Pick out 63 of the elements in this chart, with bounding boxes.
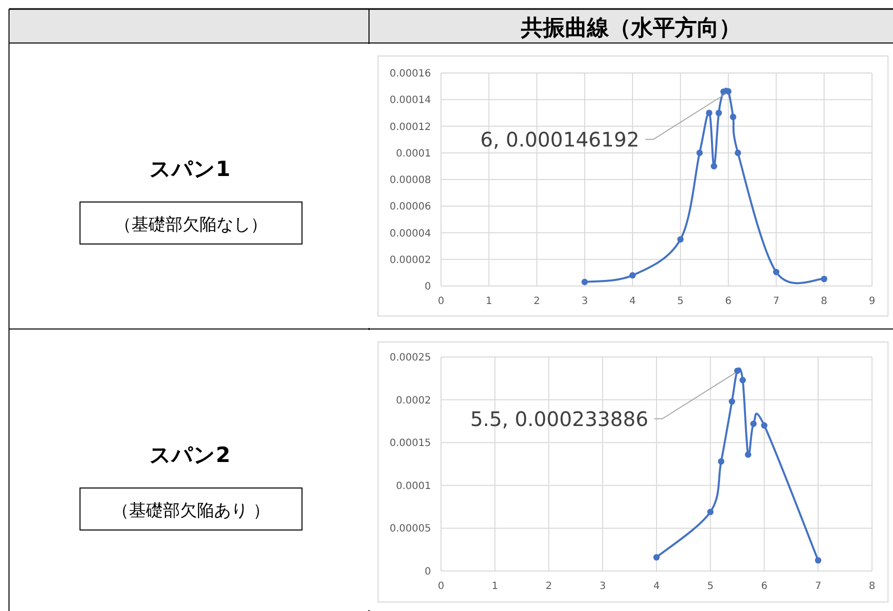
x-tick-label: 4 (653, 581, 660, 592)
y-tick-label: 0.00016 (390, 68, 431, 80)
point (750, 420, 757, 427)
point (728, 398, 736, 405)
point (677, 236, 684, 243)
point (773, 268, 780, 276)
chart-title: 共振曲線（水平方向） (520, 15, 741, 41)
x-tick-label: 6 (725, 296, 732, 307)
x-tick-label: 1 (486, 296, 492, 307)
y-tick-label: 0.0001 (396, 148, 431, 160)
y-tick-label: 0 (424, 282, 431, 292)
point (814, 557, 822, 564)
x-tick-label: 7 (773, 296, 780, 307)
point (696, 150, 703, 156)
x-tick-label: 7 (814, 581, 822, 592)
point (740, 376, 746, 384)
point (734, 150, 742, 156)
x-tick-label: 9 (868, 296, 876, 307)
x-tick-label: 8 (868, 581, 876, 592)
x-tick-label: 8 (820, 296, 828, 307)
point (706, 110, 712, 116)
text: （基礎部欠陥あり ） (112, 501, 270, 521)
x-tick-label: 3 (599, 581, 606, 592)
point (710, 162, 718, 170)
y-tick-label: 0.00002 (390, 254, 431, 266)
y-tick-label: 0.0002 (396, 395, 431, 406)
point (730, 114, 736, 120)
point (716, 110, 722, 116)
x-tick-label: 6 (761, 581, 768, 592)
point (820, 276, 828, 282)
x-tick-label: 0 (438, 581, 444, 592)
point (629, 272, 636, 279)
y-tick-label: 0.00014 (390, 95, 431, 106)
x-tick-label: 1 (492, 581, 498, 592)
x-tick-label: 2 (534, 296, 540, 307)
point (653, 554, 660, 561)
point (744, 451, 752, 458)
y-tick-label: 0.00025 (390, 352, 431, 364)
y-tick-label: 0.00006 (390, 202, 431, 213)
annotation: 6, 0.000146192 (480, 127, 640, 152)
x-tick-label: 5 (677, 296, 684, 307)
x-tick-label: 4 (629, 296, 636, 307)
y-tick-label: 0 (424, 566, 431, 578)
point (734, 368, 741, 374)
text: スパン1 (150, 157, 230, 181)
text: スパン2 (150, 443, 230, 467)
point (761, 422, 768, 429)
x-tick-label: 0 (438, 296, 444, 307)
y-tick-label: 0.0001 (396, 480, 431, 492)
annotation: 5.5, 0.000233886 (470, 406, 648, 431)
point (718, 458, 724, 465)
point (725, 88, 732, 95)
x-tick-label: 2 (546, 581, 552, 592)
text: （基礎部欠陥なし） (114, 215, 268, 235)
y-tick-label: 0.00004 (390, 228, 431, 240)
point (707, 508, 714, 516)
y-tick-label: 0.00005 (390, 524, 431, 535)
x-tick-label: 5 (707, 581, 714, 592)
x-tick-label: 3 (581, 296, 588, 307)
y-tick-label: 0.00012 (390, 122, 431, 133)
y-tick-label: 0.00008 (390, 175, 431, 186)
point (581, 278, 588, 286)
y-tick-label: 0.00015 (390, 438, 431, 450)
